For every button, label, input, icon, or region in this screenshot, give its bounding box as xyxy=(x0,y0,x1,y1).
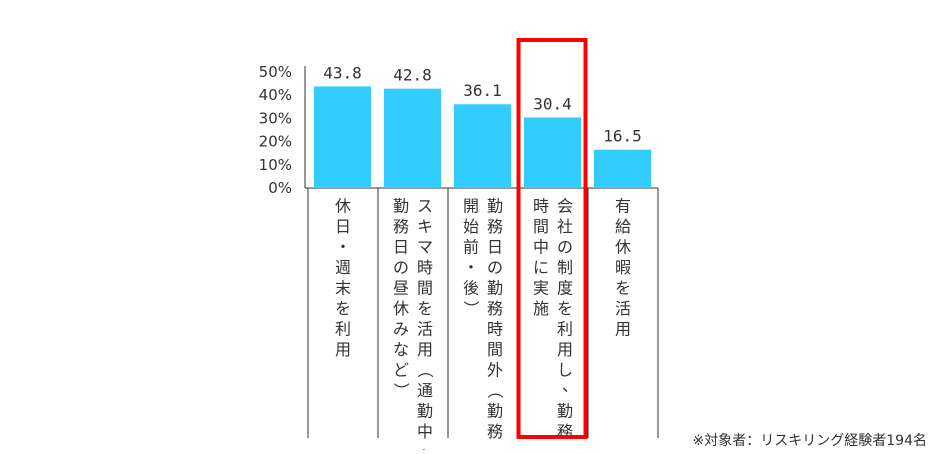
category-label-char: 間 xyxy=(417,279,433,298)
category-label-char: 週 xyxy=(335,258,351,277)
y-tick-label: 30% xyxy=(259,109,292,127)
category-label-char: キ xyxy=(417,217,433,236)
category-label-char: 用 xyxy=(335,340,351,359)
category-label-char: 度 xyxy=(557,279,573,298)
category-label-char: 休 xyxy=(335,197,351,216)
category-label-char: 務 xyxy=(393,217,409,236)
category-label-char: 務 xyxy=(487,217,503,236)
category-label-char: 中 xyxy=(533,238,549,257)
category-label-char: 実 xyxy=(533,279,549,298)
category-label-char: 給 xyxy=(615,217,631,236)
category-label-char: 日 xyxy=(393,238,409,257)
category-label-char: 間 xyxy=(533,217,549,236)
category-label-char: マ xyxy=(417,238,433,257)
category-label-char: に xyxy=(533,258,549,277)
category-label-char: 昼 xyxy=(393,279,409,298)
bar xyxy=(314,86,371,188)
category-label-char: 休 xyxy=(393,299,409,318)
category-label-char: 外 xyxy=(487,361,503,380)
category-label-char: 、 xyxy=(562,376,578,395)
category-label-char: 活 xyxy=(417,320,433,339)
category-label-char: 勤 xyxy=(487,279,503,298)
y-tick-label: 40% xyxy=(259,86,292,104)
category-label-char: 日 xyxy=(487,238,503,257)
category-label-char: 時 xyxy=(487,320,503,339)
category-label-char: 務 xyxy=(487,422,503,441)
y-tick-label: 50% xyxy=(259,63,292,81)
y-tick-label: 20% xyxy=(259,133,292,151)
category-label-char: 用 xyxy=(417,340,433,359)
category-label-char: 後 xyxy=(463,279,479,298)
category-label-char: 勤 xyxy=(487,197,503,216)
category-label-char: 社 xyxy=(557,217,573,236)
data-label: 43.8 xyxy=(323,63,362,82)
category-label-char: を xyxy=(615,279,631,298)
bar xyxy=(384,88,441,188)
category-label-char: の xyxy=(393,258,409,277)
category-label-char: 用 xyxy=(557,340,573,359)
category-label-char: 開 xyxy=(463,197,479,216)
category-label-char: ス xyxy=(417,197,433,216)
category-label-char: な xyxy=(393,340,409,359)
category-label-char: 間 xyxy=(487,340,503,359)
category-label-char: み xyxy=(393,320,409,339)
category-label-char: 暇 xyxy=(615,258,631,277)
category-label-char: 用 xyxy=(615,320,631,339)
category-label-char: 活 xyxy=(615,299,631,318)
category-label-char: 施 xyxy=(533,299,549,318)
category-label-char: 会 xyxy=(557,197,573,216)
category-label-char: 中 xyxy=(417,422,433,441)
category-label-char: 有 xyxy=(615,197,631,216)
category-label-char: 勤 xyxy=(417,402,433,421)
category-label-char: 勤 xyxy=(487,402,503,421)
highlight-box xyxy=(516,38,588,439)
category-label-char: 始 xyxy=(463,217,479,236)
data-label: 36.1 xyxy=(463,81,502,100)
category-label-char: ） xyxy=(462,300,481,316)
category-label-char: ・ xyxy=(463,258,479,277)
data-label: 16.5 xyxy=(603,127,642,146)
y-tick-label: 10% xyxy=(259,156,292,174)
category-label-char: 通 xyxy=(417,381,433,400)
category-label-char: の xyxy=(557,238,573,257)
category-label-char: し xyxy=(557,361,573,380)
category-label-char: 時 xyxy=(417,258,433,277)
bar xyxy=(454,104,511,188)
category-label-char: 制 xyxy=(557,258,573,277)
category-label-char: ど xyxy=(393,361,409,380)
y-tick-label: 0% xyxy=(268,179,292,197)
category-label-char: （ xyxy=(416,362,435,378)
data-label: 30.4 xyxy=(533,94,572,113)
category-label-char: 時 xyxy=(533,197,549,216)
category-label-char: 末 xyxy=(335,279,351,298)
category-label-char: 務 xyxy=(487,299,503,318)
category-label-char: 休 xyxy=(615,238,631,257)
category-label-char: ） xyxy=(392,382,411,398)
category-label-char: （ xyxy=(486,382,505,398)
category-label-char: 日 xyxy=(335,217,351,236)
footnote: ※対象者：リスキリング経験者194名 xyxy=(692,433,927,449)
category-label-char: 利 xyxy=(335,320,351,339)
category-label-char: を xyxy=(417,299,433,318)
category-label-char: 、 xyxy=(422,438,438,451)
category-label-char: 勤 xyxy=(393,197,409,216)
data-label: 42.8 xyxy=(393,66,432,85)
category-label-char: 利 xyxy=(557,320,573,339)
bar xyxy=(594,149,651,188)
category-label-char: を xyxy=(335,299,351,318)
category-label-char: 前 xyxy=(463,238,479,257)
category-label-char: の xyxy=(487,258,503,277)
category-label-char: 勤 xyxy=(557,402,573,421)
bar xyxy=(524,117,581,188)
category-label-char: ・ xyxy=(335,238,351,257)
category-label-char: を xyxy=(557,299,573,318)
